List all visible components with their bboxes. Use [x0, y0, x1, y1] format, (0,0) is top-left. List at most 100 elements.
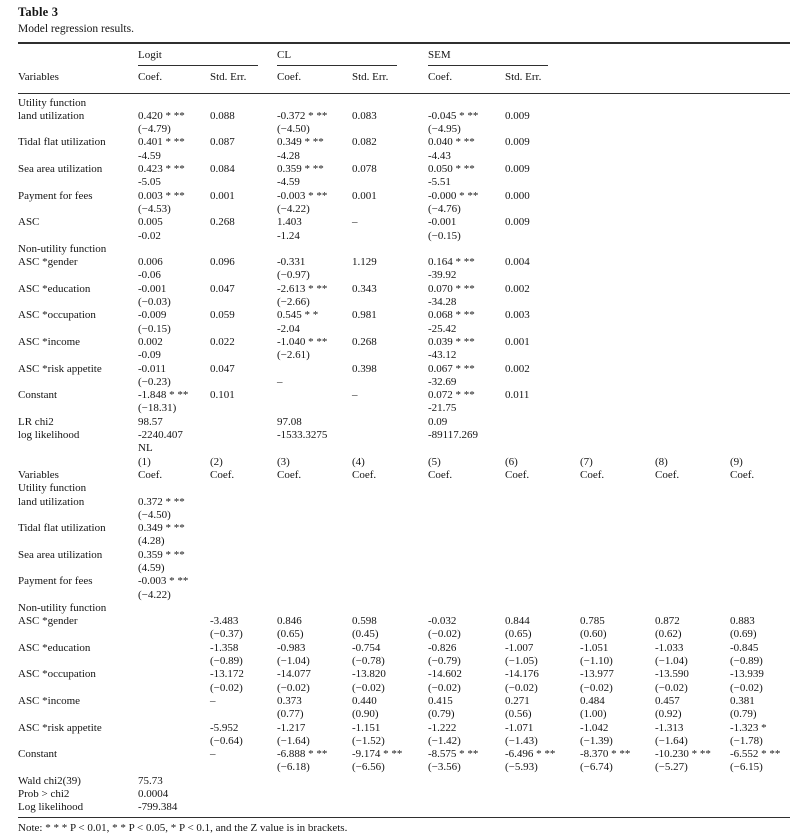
table-subtitle: Model regression results.: [18, 23, 134, 35]
coef-cell: -0.001: [428, 216, 457, 229]
z-value-cell: -43.12: [428, 349, 457, 362]
variables-header-label: Variables: [18, 468, 59, 481]
z-value-cell: (−5.27): [655, 761, 688, 774]
coef-cell: 0.022: [210, 335, 235, 348]
z-value-cell: -32.69: [428, 375, 457, 388]
column-header: Std. Err.: [352, 71, 389, 84]
z-value-cell: (0.62): [655, 628, 682, 641]
stat-value: 0.0004: [138, 788, 169, 801]
coef-cell: 0.415: [428, 694, 453, 707]
coef-cell: -1.071: [505, 721, 534, 734]
coef-cell: -0.826: [428, 641, 457, 654]
coef-cell: 0.047: [210, 282, 235, 295]
coef-cell: 0.420 * **: [138, 109, 185, 122]
z-value-cell: (−0.15): [138, 322, 171, 335]
coef-cell: -1.848 * **: [138, 389, 189, 402]
z-value-cell: (−2.66): [277, 296, 310, 309]
table-row-zvalues: (4.59): [18, 562, 790, 575]
coef-cell: 0.070 * **: [428, 282, 475, 295]
z-value-cell: -2.04: [277, 322, 300, 335]
table-row-zvalues: (−4.22): [18, 589, 790, 602]
z-value-cell: (0.65): [505, 628, 532, 641]
column-header: Coef.: [580, 468, 605, 481]
row-label: ASC *occupation: [18, 668, 96, 681]
z-value-cell: (−0.23): [138, 375, 171, 388]
z-value-cell: -1.24: [277, 229, 300, 242]
coef-cell: -6.552 * **: [730, 748, 781, 761]
stat-value: -2240.407: [138, 429, 183, 442]
column-header: Std. Err.: [505, 71, 542, 84]
column-header: Coef.: [277, 468, 302, 481]
coef-cell: -1.042: [580, 721, 609, 734]
row-label: ASC *risk appetite: [18, 362, 102, 375]
column-group-label: Logit: [138, 49, 258, 67]
coef-cell: 0.002: [505, 362, 530, 375]
coef-cell: 0.359 * **: [138, 548, 185, 561]
header-rule: [18, 92, 790, 94]
table-row: ASC *occupation -0.009 0.059 0.545 * * 0.981…: [18, 309, 790, 322]
coef-cell: 0.009: [505, 109, 530, 122]
table-row-zvalues: -0.09 (−2.61) -43.12: [18, 349, 790, 362]
coef-cell: -13.939: [730, 668, 764, 681]
coef-cell: –: [210, 748, 216, 761]
z-value-cell: (0.77): [277, 708, 304, 721]
table-row: ASC 0.005 0.268 1.403 – -0.001 0.009: [18, 216, 790, 229]
stat-row: log likelihood -2240.407 -1533.3275 -89117.…: [18, 429, 790, 442]
z-value-cell: (−6.15): [730, 761, 763, 774]
z-value-cell: (4.28): [138, 535, 165, 548]
coef-cell: 0.078: [352, 163, 377, 176]
table-row: ASC *risk appetite -5.952 -1.217 -1.151 -1.2…: [18, 722, 790, 735]
model-number: (6): [505, 455, 518, 468]
column-header-row: Variables Coef. Std. Err. Coef. Std. Err. Coe…: [18, 66, 790, 92]
coef-cell: 0.268: [210, 216, 235, 229]
coef-cell: 0.047: [210, 362, 235, 375]
z-value-cell: (0.79): [428, 708, 455, 721]
model-number: (7): [580, 455, 593, 468]
model-number-row: (1) (2) (3) (4) (5) (6) (7) (8) (9): [18, 456, 790, 469]
coef-cell: -0.000 * **: [428, 189, 479, 202]
model-number: (4): [352, 455, 365, 468]
column-group-label: CL: [277, 49, 397, 67]
z-value-cell: (−4.50): [277, 123, 310, 136]
stat-value: -1533.3275: [277, 429, 328, 442]
z-value-cell: (−0.89): [210, 655, 243, 668]
z-value-cell: (−1.04): [277, 655, 310, 668]
coef-cell: -14.176: [505, 668, 539, 681]
z-value-cell: (−4.53): [138, 202, 171, 215]
z-value-cell: (−6.56): [352, 761, 385, 774]
coef-cell: 0.000: [505, 189, 530, 202]
z-value-cell: -39.92: [428, 269, 457, 282]
z-value-cell: (0.69): [730, 628, 757, 641]
z-value-cell: -0.02: [138, 229, 161, 242]
z-value-cell: (−4.22): [277, 202, 310, 215]
coef-cell: 0.072 * **: [428, 389, 475, 402]
z-value-cell: (0.90): [352, 708, 379, 721]
row-label: Payment for fees: [18, 189, 93, 202]
z-value-cell: -21.75: [428, 402, 457, 415]
stat-row: Log likelihood -799.384: [18, 801, 790, 814]
model-number: (2): [210, 455, 223, 468]
row-label: Tidal flat utilization: [18, 522, 106, 535]
table-row-zvalues: (−4.53) (−4.22) (−4.76): [18, 203, 790, 216]
z-value-cell: (0.79): [730, 708, 757, 721]
z-value-cell: (0.56): [505, 708, 532, 721]
coef-cell: 0.872: [655, 615, 680, 628]
z-value-cell: (−0.02): [730, 681, 763, 694]
column-header: Coef.: [428, 71, 453, 84]
z-value-cell: (−1.78): [730, 734, 763, 747]
coef-cell: 0.009: [505, 136, 530, 149]
coef-cell: -9.174 * **: [352, 748, 403, 761]
coef-cell: 0.484: [580, 694, 605, 707]
coef-cell: -0.372 * **: [277, 109, 328, 122]
coef-cell: -0.011: [138, 362, 167, 375]
table-row: ASC *education -0.001 0.047 -2.613 * ** 0.34…: [18, 283, 790, 296]
column-header: Coef.: [138, 71, 163, 84]
z-value-cell: (−0.02): [655, 681, 688, 694]
row-label: Constant: [18, 389, 58, 402]
table-row: ASC *education -1.358 -0.983 -0.754 -0.826 -1…: [18, 642, 790, 655]
z-value-cell: (0.45): [352, 628, 379, 641]
z-value-cell: (−0.02): [580, 681, 613, 694]
row-label: ASC *occupation: [18, 309, 96, 322]
coef-cell: 0.268: [352, 335, 377, 348]
model-number: (5): [428, 455, 441, 468]
